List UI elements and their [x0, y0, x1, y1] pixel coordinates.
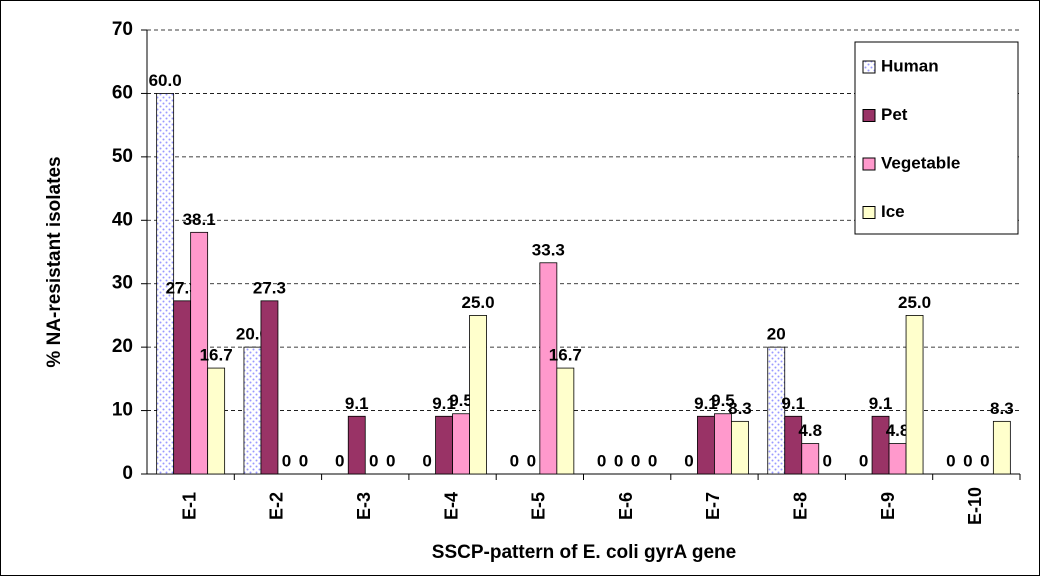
- bar: [243, 346, 262, 475]
- bar: [714, 413, 732, 475]
- data-label: 0: [510, 451, 519, 470]
- bar: [992, 420, 1011, 475]
- y-axis-label: % NA-resistant isolates: [44, 156, 65, 367]
- data-label: 16.7: [200, 346, 233, 365]
- y-tick-label: 0: [122, 463, 133, 484]
- bar: [767, 346, 786, 475]
- data-label: 9.5: [449, 391, 473, 410]
- data-label: 25.0: [898, 293, 931, 312]
- bar: [190, 231, 209, 475]
- data-label: 0: [946, 451, 955, 470]
- data-label: 0: [282, 451, 291, 470]
- data-label: 4.8: [886, 421, 910, 440]
- bar: [156, 93, 175, 475]
- legend-swatch: [862, 109, 876, 122]
- y-tick-label: 70: [112, 19, 133, 40]
- y-tick-label: 40: [112, 209, 133, 230]
- bar: [905, 315, 924, 475]
- x-axis-label: SSCP-pattern of E. coli gyrA gene: [432, 542, 736, 563]
- bar: [173, 300, 192, 475]
- x-tick-label: E-6: [616, 492, 636, 520]
- data-label: 20: [767, 325, 786, 344]
- legend-label: Vegetable: [881, 153, 960, 172]
- data-label: 0: [823, 451, 832, 470]
- bar: [435, 415, 453, 475]
- bar: [801, 443, 820, 475]
- bar: [452, 413, 470, 475]
- legend-label: Pet: [881, 105, 908, 124]
- x-tick-label: E-7: [703, 492, 723, 520]
- legend-swatch: [862, 206, 876, 219]
- x-tick-label: E-8: [791, 492, 811, 520]
- data-label: 9.1: [694, 394, 718, 413]
- data-label: 0: [386, 451, 395, 470]
- data-label: 25.0: [462, 293, 495, 312]
- data-label: 0: [422, 451, 431, 470]
- bar: [469, 315, 487, 475]
- data-label: 60.0: [149, 71, 182, 90]
- legend-swatch: [862, 60, 876, 74]
- bar: [888, 443, 907, 475]
- data-label: 0: [597, 451, 606, 470]
- data-label: 0: [369, 451, 378, 470]
- data-label: 8.3: [990, 399, 1014, 418]
- x-tick-label: E-4: [441, 492, 461, 520]
- data-label: 9.5: [711, 391, 735, 410]
- data-label: 9.1: [432, 394, 456, 413]
- y-tick-label: 10: [112, 400, 133, 421]
- x-tick-label: E-5: [529, 492, 549, 520]
- data-label: 0: [527, 451, 536, 470]
- x-tick-label: E-2: [267, 492, 287, 520]
- x-tick-label: E-3: [354, 492, 374, 520]
- data-label: 33.3: [532, 240, 565, 259]
- data-label: 4.8: [798, 421, 822, 440]
- data-label: 0: [648, 451, 657, 470]
- data-label: 9.1: [781, 394, 805, 413]
- data-label: 38.1: [183, 210, 216, 229]
- data-label: 9.1: [345, 394, 369, 413]
- data-label: 0: [631, 451, 640, 470]
- bar: [539, 262, 558, 475]
- data-label: 9.1: [869, 394, 893, 413]
- data-label: 0: [335, 451, 344, 470]
- x-tick-label: E-10: [965, 487, 985, 525]
- legend-swatch: [862, 157, 876, 171]
- data-label: 0: [614, 451, 623, 470]
- data-label: 0: [684, 451, 693, 470]
- legend-label: Ice: [881, 202, 905, 221]
- data-label: 0: [859, 451, 868, 470]
- bar: [207, 367, 226, 475]
- bar: [731, 420, 749, 475]
- y-tick-label: 20: [112, 336, 133, 357]
- data-label: 0: [980, 451, 989, 470]
- y-tick-label: 30: [112, 273, 133, 294]
- data-label: 27.3: [253, 278, 286, 297]
- y-tick-label: 50: [112, 146, 133, 167]
- x-tick-label: E-1: [179, 492, 199, 520]
- legend-box: [854, 41, 1019, 235]
- x-tick-label: E-9: [878, 492, 898, 520]
- legend-label: Human: [881, 56, 939, 75]
- bar: [347, 415, 366, 475]
- data-label: 0: [299, 451, 308, 470]
- bar: [697, 415, 715, 475]
- bar: [556, 367, 575, 475]
- bar: [260, 300, 279, 475]
- y-tick-label: 60: [112, 82, 133, 103]
- data-label: 0: [963, 451, 972, 470]
- data-label: 8.3: [728, 399, 752, 418]
- data-label: 16.7: [549, 346, 582, 365]
